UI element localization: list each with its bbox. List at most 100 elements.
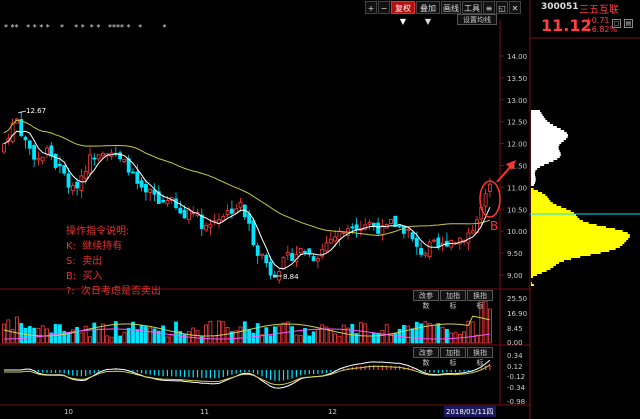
price-tick-label: 13.50: [507, 75, 527, 83]
candle-body: [32, 145, 36, 160]
chip-bar: [531, 212, 574, 214]
volume-add-indicator-button[interactable]: 加指标: [440, 290, 466, 310]
zoom-in-button[interactable]: +: [365, 1, 377, 14]
volume-bar: [221, 321, 226, 344]
volume-params-button[interactable]: 改参数: [413, 290, 439, 310]
candle-body: [457, 237, 462, 245]
chip-bar: [531, 248, 616, 250]
chip-bar: [531, 198, 549, 200]
volume-tick-label: 25.50: [507, 295, 527, 303]
volume-bar: [247, 329, 252, 344]
candle-body: [234, 208, 239, 214]
volume-bar: [423, 321, 428, 344]
chip-bar: [531, 238, 629, 240]
candle-body: [298, 248, 303, 254]
candle-body: [10, 122, 15, 142]
price-tick-label: 14.00: [507, 53, 527, 61]
expand-icon[interactable]: ◱: [496, 1, 508, 14]
price-tick-label: 13.00: [507, 97, 527, 105]
volume-bar: [483, 300, 488, 344]
macd-histogram: [24, 364, 491, 381]
chip-bar: [531, 256, 581, 258]
chip-bar: [531, 134, 568, 136]
volume-bar: [427, 322, 432, 344]
draw-line-button[interactable]: 画线: [441, 1, 461, 14]
volume-bar: [307, 335, 312, 344]
volume-bar: [315, 329, 320, 344]
chip-bar: [531, 138, 567, 140]
x-label-nov: 11: [200, 408, 209, 416]
volume-bar: [268, 335, 273, 344]
macd-tick-label: -0.34: [507, 384, 526, 392]
volume-bar: [419, 323, 424, 344]
candle-body: [389, 219, 393, 224]
signal-marks: * ** * * * * * * * * * **** * * *: [4, 23, 166, 32]
menu-icon[interactable]: ≡: [483, 1, 495, 14]
instruction-b: B: 买入: [66, 271, 103, 282]
candle-body: [178, 207, 183, 214]
volume-bar: [101, 323, 105, 344]
chip-bar: [531, 194, 546, 196]
chip-bar: [531, 284, 534, 286]
candle-body: [414, 237, 419, 247]
chip-bar: [531, 204, 557, 206]
volume-bar: [354, 333, 359, 344]
chip-bar: [531, 240, 627, 242]
instruction-k: K: 继续持有: [66, 241, 123, 252]
chip-bar: [531, 184, 535, 186]
chip-bar: [531, 196, 548, 198]
candle-body: [264, 254, 269, 264]
chip-distribution: [531, 110, 630, 286]
chip-bar: [531, 152, 561, 154]
restore-rights-button[interactable]: 复权▼: [391, 1, 415, 26]
volume-bar: [337, 335, 342, 344]
overlay-button[interactable]: 叠加▼: [416, 1, 440, 26]
chip-bar: [531, 132, 567, 134]
candle-body: [376, 222, 381, 234]
chip-bar: [531, 114, 543, 116]
candle-body: [341, 232, 346, 234]
volume-bar: [79, 332, 84, 344]
candle-body: [320, 248, 325, 257]
close-icon[interactable]: ✕: [509, 1, 521, 14]
stock-code: 300051: [541, 2, 579, 12]
volume-bar: [66, 332, 71, 344]
last-price: 11.12: [541, 16, 592, 35]
volume-tick-label: 16.90: [507, 310, 527, 318]
volume-bar: [401, 324, 406, 344]
price-tick-label: 9.00: [507, 272, 523, 280]
volume-bar: [53, 323, 58, 344]
macd-params-button[interactable]: 改参数: [413, 347, 439, 367]
chip-settings-icon[interactable]: ▤: [624, 19, 633, 28]
cursor-date: 2018/01/11四: [446, 408, 493, 416]
macd-switch-indicator-button[interactable]: 换指标: [467, 347, 493, 367]
chip-bar: [531, 214, 577, 216]
candle-body: [221, 216, 226, 221]
candle-body: [229, 208, 234, 214]
chip-toggle-icon[interactable]: ▢: [612, 19, 621, 28]
volume-bar: [105, 335, 110, 344]
zoom-out-button[interactable]: −: [378, 1, 390, 14]
price-change-pct: +6.82%: [585, 25, 618, 34]
set-ma-button[interactable]: 设置均线: [457, 14, 497, 25]
volume-bar: [113, 321, 118, 344]
macd-add-indicator-button[interactable]: 加指标: [440, 347, 466, 367]
candle-body: [204, 224, 209, 231]
volume-bar: [143, 326, 148, 344]
tools-button[interactable]: 工具: [462, 1, 482, 14]
volume-bar: [294, 334, 299, 344]
high-annotation: 12.67: [17, 107, 46, 115]
volume-bar: [367, 335, 372, 344]
candle-body: [333, 236, 338, 242]
chip-bar: [531, 120, 548, 122]
price-axis: 14.00 13.50 13.00 12.50 12.00 11.50 11.00 10.50…: [500, 53, 527, 280]
volume-switch-indicator-button[interactable]: 换指标: [467, 290, 493, 310]
chip-bar: [531, 282, 532, 284]
volume-bar: [62, 330, 67, 344]
price-tick-label: 9.50: [507, 250, 523, 258]
chip-bar: [531, 206, 562, 208]
volume-bar: [10, 328, 15, 344]
chip-bar: [531, 210, 571, 212]
volume-bar: [118, 335, 122, 344]
